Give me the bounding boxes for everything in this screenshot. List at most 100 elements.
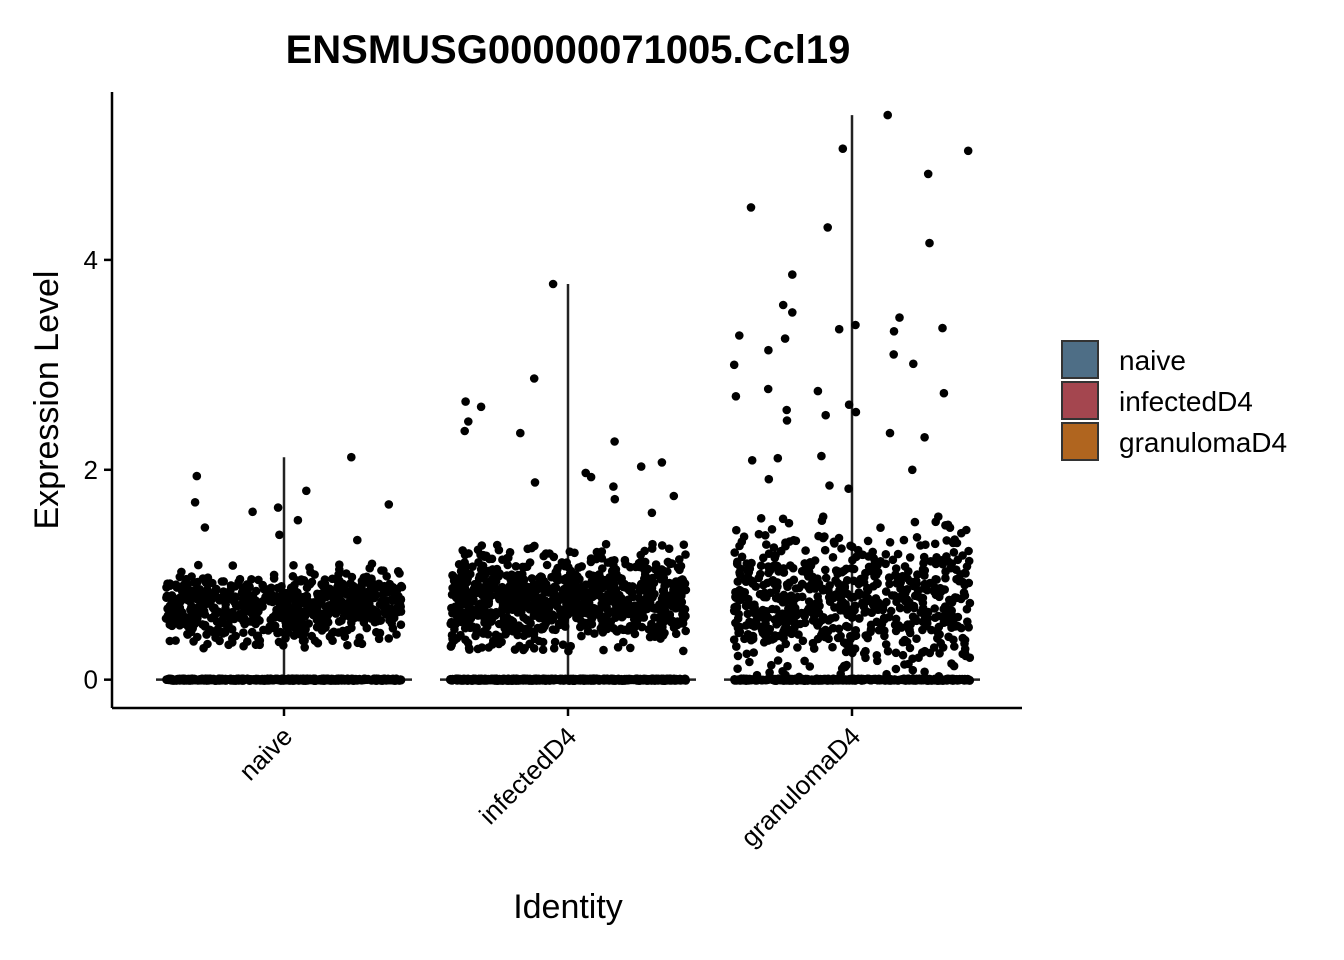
- data-point: [164, 614, 174, 624]
- data-point: [387, 619, 397, 628]
- data-point: [851, 320, 860, 330]
- data-point: [674, 675, 683, 685]
- data-point: [784, 518, 794, 528]
- data-point: [361, 578, 371, 587]
- data-point: [631, 621, 641, 631]
- data-point: [468, 589, 477, 599]
- data-point: [667, 675, 677, 685]
- data-point: [838, 144, 848, 153]
- data-point: [610, 556, 619, 565]
- data-point: [177, 567, 186, 577]
- data-point: [840, 580, 849, 590]
- data-point: [859, 576, 868, 585]
- data-point: [171, 636, 180, 645]
- data-point: [353, 638, 363, 648]
- data-point: [657, 541, 667, 550]
- data-point: [920, 646, 930, 656]
- data-point: [590, 629, 599, 638]
- data-point: [392, 630, 401, 639]
- data-point: [189, 637, 198, 646]
- legend-label-naive: naive: [1119, 345, 1186, 376]
- data-point: [876, 557, 885, 566]
- data-point: [542, 560, 552, 570]
- data-point: [630, 629, 640, 639]
- data-point: [758, 611, 768, 620]
- data-point: [821, 410, 830, 420]
- data-point: [192, 586, 201, 596]
- data-point: [735, 331, 744, 340]
- data-point: [679, 646, 688, 656]
- data-point: [841, 647, 851, 657]
- data-point: [821, 573, 831, 583]
- data-point: [825, 481, 834, 490]
- data-point: [740, 588, 750, 597]
- data-point: [658, 631, 668, 640]
- series-naive: [156, 452, 412, 685]
- data-point: [288, 572, 298, 581]
- data-point: [166, 675, 176, 685]
- data-point: [656, 573, 666, 583]
- data-point: [933, 627, 942, 637]
- data-point: [585, 609, 594, 619]
- data-point: [909, 359, 918, 369]
- data-point: [764, 474, 774, 484]
- data-point: [553, 573, 563, 583]
- data-point: [767, 660, 776, 670]
- data-point: [484, 643, 494, 652]
- data-point: [648, 539, 657, 549]
- data-point: [306, 567, 315, 577]
- x-axis-title: Identity: [513, 888, 623, 926]
- data-point: [918, 625, 927, 635]
- data-point: [748, 579, 757, 588]
- data-point: [636, 550, 645, 560]
- data-point: [824, 586, 833, 596]
- data-point: [733, 614, 743, 623]
- data-point: [597, 547, 607, 556]
- data-point: [881, 550, 891, 559]
- data-point: [775, 644, 785, 653]
- data-point: [475, 571, 485, 581]
- data-point: [744, 594, 753, 604]
- data-point: [834, 567, 843, 576]
- data-point: [773, 582, 782, 591]
- data-point: [609, 584, 619, 594]
- data-point: [759, 580, 768, 590]
- data-point: [305, 579, 315, 589]
- data-point: [377, 566, 386, 575]
- data-point: [941, 573, 950, 583]
- data-point: [214, 627, 223, 637]
- data-point: [762, 540, 771, 549]
- data-point: [549, 644, 559, 653]
- data-point: [610, 675, 620, 684]
- data-point: [634, 558, 644, 568]
- data-point: [681, 675, 690, 684]
- data-point: [568, 602, 577, 612]
- data-point: [781, 639, 791, 649]
- data-point: [740, 634, 749, 644]
- data-point: [478, 601, 487, 610]
- data-point: [560, 561, 570, 571]
- data-point: [452, 593, 461, 603]
- data-point: [185, 597, 195, 606]
- data-point: [801, 546, 810, 555]
- data-point: [580, 595, 590, 604]
- data-point: [841, 621, 851, 631]
- data-point: [619, 637, 628, 647]
- data-point: [498, 555, 507, 564]
- data-point: [891, 664, 901, 674]
- data-point: [485, 614, 495, 624]
- data-point: [905, 643, 915, 653]
- data-point: [964, 546, 973, 556]
- data-point: [781, 670, 790, 680]
- data-point: [663, 557, 673, 567]
- data-point: [881, 640, 891, 649]
- data-point: [805, 584, 815, 594]
- data-point: [910, 591, 920, 601]
- data-point: [339, 674, 349, 684]
- data-point: [492, 607, 501, 617]
- data-point: [950, 535, 959, 544]
- data-point: [473, 644, 483, 654]
- data-point: [634, 593, 644, 603]
- data-point: [350, 675, 360, 684]
- data-point: [238, 594, 248, 604]
